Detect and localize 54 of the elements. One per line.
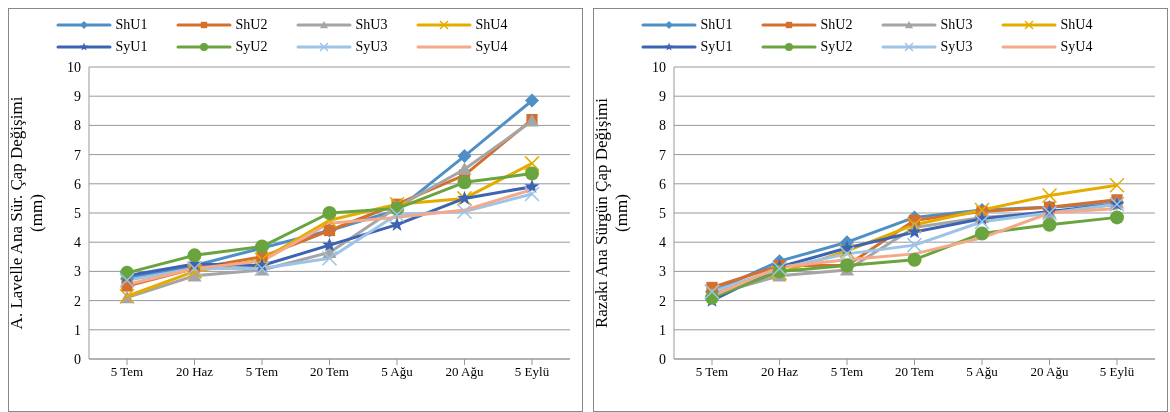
legend-label: SyU4 (475, 39, 508, 55)
y-tick-label: 9 (659, 89, 666, 105)
x-tick-label: 5 Eylü (1099, 364, 1135, 380)
y-tick-label: 4 (659, 235, 666, 251)
y-tick-label: 8 (74, 118, 81, 134)
y-tick-label: 6 (659, 176, 666, 192)
y-tick-label: 3 (659, 264, 666, 280)
x-tick-label: 20 Tem (310, 364, 349, 380)
x-tick-label: 5 Ağu (381, 364, 414, 380)
x-tick-label: 5 Tem (830, 364, 864, 380)
y-tick-label: 2 (74, 293, 81, 309)
legend-label: SyU3 (940, 39, 973, 55)
legend-label: SyU3 (355, 39, 388, 55)
legend-label: ShU4 (1060, 17, 1093, 33)
y-tick-label: 10 (67, 59, 81, 75)
x-tick-label: 5 Eylü (514, 364, 550, 380)
legend-label: ShU2 (820, 17, 853, 33)
y-tick-label: 1 (74, 322, 81, 338)
y-tick-label: 8 (659, 118, 666, 134)
y-tick-label: 0 (74, 351, 81, 367)
legend-label: ShU1 (115, 17, 148, 33)
y-tick-label: 2 (659, 293, 666, 309)
x-tick-label: 5 Ağu (966, 364, 999, 380)
legend-label: ShU2 (235, 17, 268, 33)
x-tick-label: 20 Ağu (445, 364, 484, 380)
y-tick-label: 10 (652, 59, 666, 75)
legend-label: SyU1 (700, 39, 733, 55)
y-tick-label: 4 (74, 235, 81, 251)
y-tick-label: 7 (659, 147, 666, 163)
y-tick-label: 7 (74, 147, 81, 163)
y-tick-label: 9 (74, 89, 81, 105)
legend-label: ShU3 (355, 17, 388, 33)
y-tick-label: 5 (659, 205, 666, 221)
legend-label: ShU4 (475, 17, 508, 33)
x-tick-label: 5 Tem (245, 364, 279, 380)
y-tick-label: 6 (74, 176, 81, 192)
legend-label: SyU1 (115, 39, 148, 55)
y-tick-label: 0 (659, 351, 666, 367)
y-tick-label: 1 (659, 322, 666, 338)
legend-label: SyU4 (1060, 39, 1093, 55)
legend-label: SyU2 (235, 39, 268, 55)
x-tick-label: 20 Ağu (1030, 364, 1069, 380)
legend-label: SyU2 (820, 39, 853, 55)
y-tick-label: 3 (74, 264, 81, 280)
legend-label: ShU3 (940, 17, 973, 33)
x-tick-label: 5 Tem (110, 364, 144, 380)
x-tick-label: 5 Tem (695, 364, 729, 380)
x-tick-label: 20 Tem (895, 364, 934, 380)
y-tick-label: 5 (74, 205, 81, 221)
legend-label: ShU1 (700, 17, 733, 33)
x-tick-label: 20 Haz (760, 364, 799, 380)
x-tick-label: 20 Haz (175, 364, 214, 380)
y-axis-title: Razakı Ana Sürgün Çap Değişimi (mm) (592, 97, 631, 329)
y-axis-title: A. Lavelle Ana Sür. Çap Değişimi (mm) (7, 96, 46, 330)
